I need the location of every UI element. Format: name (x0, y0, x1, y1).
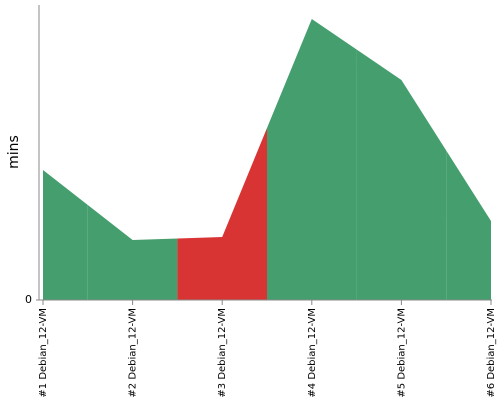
y-axis-label: mins (6, 135, 22, 169)
area-segment (446, 150, 491, 300)
x-tick-label: #6 Debian_12-VM (486, 308, 497, 398)
x-tick-label: #5 Debian_12-VM (396, 308, 407, 398)
area-segment (87, 205, 178, 300)
area-segment (177, 128, 267, 300)
x-tick-label: #3 Debian_12-VM (217, 308, 228, 398)
area-segment (43, 170, 88, 300)
x-tick-label: #2 Debian_12-VM (128, 308, 139, 398)
x-tick-label: #4 Debian_12-VM (307, 308, 318, 398)
area-segment (356, 49, 447, 300)
y-tick-label: 0 (25, 293, 32, 306)
x-tick-label: #1 Debian_12-VM (38, 308, 49, 398)
area-segment (267, 19, 357, 300)
